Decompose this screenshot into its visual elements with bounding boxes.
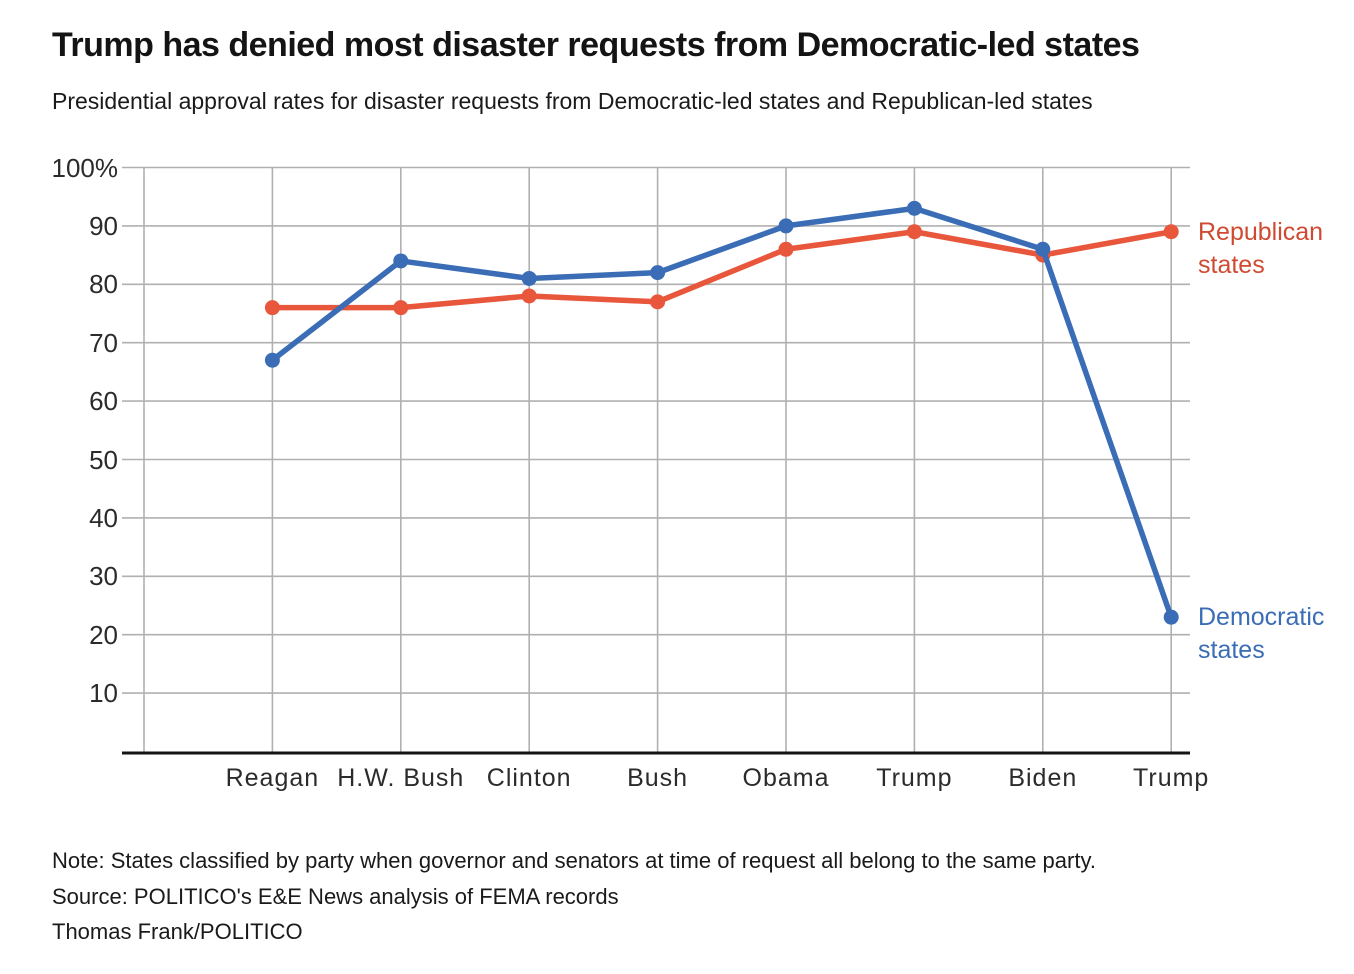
data-point xyxy=(393,253,409,269)
series-line xyxy=(269,228,1174,311)
data-point xyxy=(906,200,922,216)
x-axis-label: H.W. Bush xyxy=(337,764,465,792)
data-point xyxy=(1035,241,1051,257)
page-title: Trump has denied most disaster requests … xyxy=(52,26,1140,64)
y-tick-label: 10 xyxy=(89,678,118,709)
data-point xyxy=(264,300,280,316)
y-tick-label: 100% xyxy=(51,152,119,183)
series-label-line: states xyxy=(1198,636,1265,665)
series-line xyxy=(269,205,1174,620)
series-label: Democratic states xyxy=(1198,601,1348,667)
chart-footer: Note: States classified by party when go… xyxy=(52,843,1322,950)
y-tick-label: 30 xyxy=(89,561,118,592)
data-point xyxy=(650,294,666,310)
series-label: Republican states xyxy=(1198,216,1348,282)
x-axis-label: Clinton xyxy=(486,764,572,792)
x-axis-label: Trump xyxy=(1133,764,1210,792)
series-label-line: states xyxy=(1198,250,1265,279)
y-tick-label: 90 xyxy=(89,210,118,241)
data-point xyxy=(521,288,537,304)
source-text: Source: POLITICO's E&E News analysis of … xyxy=(52,883,619,909)
x-axis-label: Bush xyxy=(627,764,689,792)
y-tick-label: 20 xyxy=(89,619,118,650)
data-point xyxy=(521,270,537,286)
y-tick-label: 50 xyxy=(89,444,118,475)
note-text: Note: States classified by party when go… xyxy=(52,848,1096,873)
y-tick-label: 80 xyxy=(89,269,118,300)
series-label-line: Republican xyxy=(1198,217,1324,246)
series-label-line: Democratic xyxy=(1198,603,1325,632)
x-axis-label: Biden xyxy=(1008,764,1078,792)
x-axis-label: Trump xyxy=(876,764,953,792)
page-subtitle: Presidential approval rates for disaster… xyxy=(52,88,1093,114)
data-point xyxy=(1163,609,1179,625)
y-tick-label: 40 xyxy=(89,502,118,533)
data-point xyxy=(778,241,794,257)
data-point xyxy=(393,300,409,316)
x-axis-label: Obama xyxy=(742,764,830,792)
y-tick-label: 70 xyxy=(89,327,118,358)
credit-text: Thomas Frank/POLITICO xyxy=(52,919,303,944)
data-point xyxy=(1163,224,1179,240)
data-point xyxy=(264,352,280,368)
data-point xyxy=(906,224,922,240)
x-axis-label: Reagan xyxy=(225,764,320,792)
y-tick-label: 60 xyxy=(89,386,118,417)
data-point xyxy=(778,218,794,234)
data-point xyxy=(650,265,666,281)
